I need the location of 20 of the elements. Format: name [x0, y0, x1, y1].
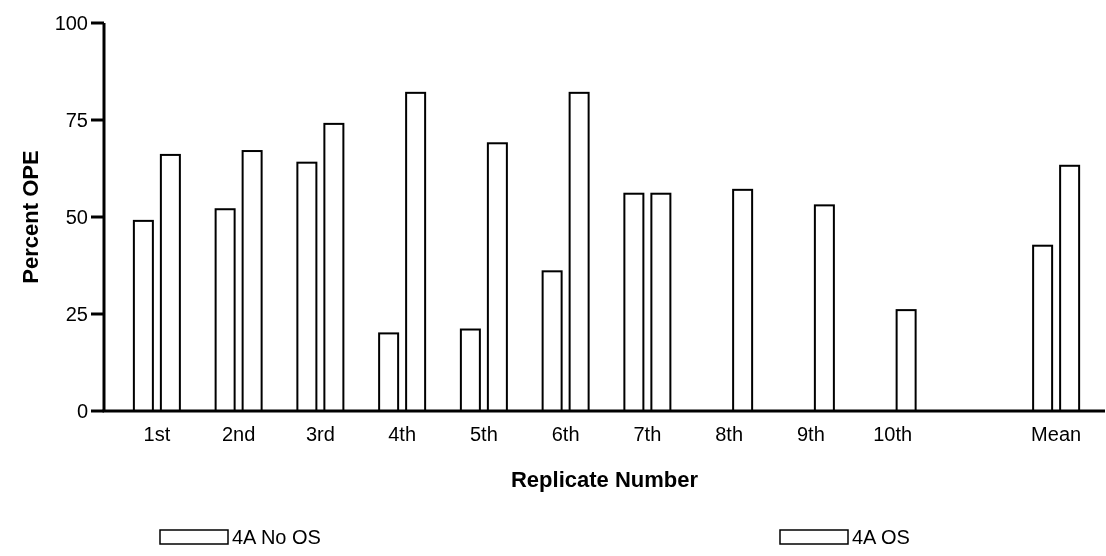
- y-tick-label: 0: [76, 400, 88, 422]
- x-tick-label: 2nd: [221, 423, 256, 445]
- x-tick-label: 1st: [143, 423, 171, 445]
- x-tick-label: 3rd: [305, 423, 335, 445]
- y-tick-label: 100: [54, 12, 88, 34]
- legend-label: 4A No OS: [232, 526, 321, 548]
- x-tick-label: 9th: [796, 423, 825, 445]
- x-tick-label: 6th: [551, 423, 580, 445]
- y-tick-label: 75: [65, 109, 88, 131]
- y-axis-title: Percent OPE: [18, 150, 43, 284]
- y-tick-label: 25: [65, 303, 88, 325]
- x-tick-label: 8th: [715, 423, 744, 445]
- legend-label: 4A OS: [852, 526, 910, 548]
- x-tick-label: 10th: [873, 423, 913, 445]
- x-tick-label: 5th: [469, 423, 498, 445]
- x-tick-label: 4th: [388, 423, 417, 445]
- x-tick-label: 7th: [633, 423, 662, 445]
- y-tick-label: 50: [65, 206, 88, 228]
- x-tick-label: Mean: [1031, 423, 1082, 445]
- x-axis-title: Replicate Number: [510, 467, 699, 492]
